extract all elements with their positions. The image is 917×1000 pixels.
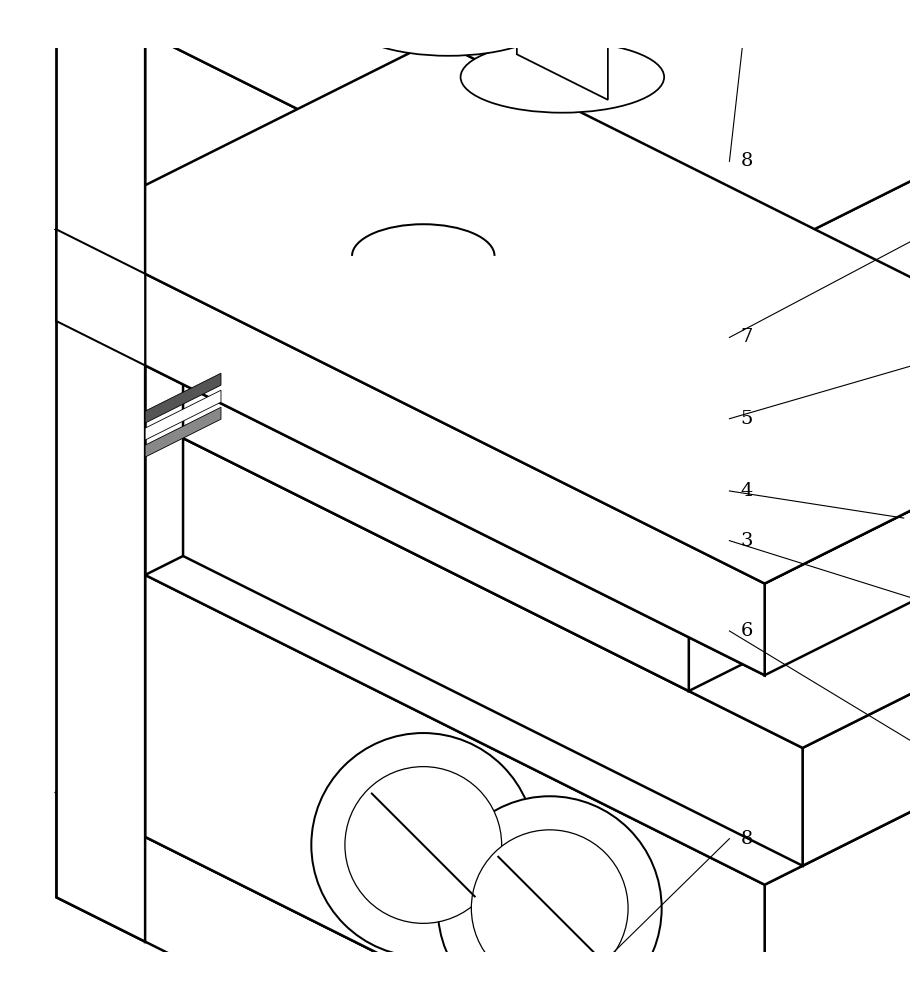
- Polygon shape: [765, 957, 917, 1000]
- Polygon shape: [145, 33, 676, 534]
- Polygon shape: [57, 603, 917, 1000]
- Polygon shape: [57, 0, 145, 942]
- Polygon shape: [57, 0, 145, 942]
- Polygon shape: [145, 575, 765, 1000]
- Polygon shape: [676, 109, 917, 534]
- Polygon shape: [145, 373, 221, 423]
- Polygon shape: [145, 407, 221, 457]
- Polygon shape: [517, 0, 608, 100]
- Polygon shape: [57, 793, 765, 1000]
- Text: 7: 7: [740, 328, 753, 346]
- Polygon shape: [183, 168, 917, 560]
- Polygon shape: [676, 344, 917, 592]
- Text: 4: 4: [740, 482, 753, 500]
- Polygon shape: [57, 230, 145, 365]
- Circle shape: [345, 767, 502, 923]
- Ellipse shape: [460, 41, 664, 113]
- Text: 6: 6: [740, 622, 753, 640]
- Text: 5: 5: [740, 410, 753, 428]
- Polygon shape: [57, 40, 917, 584]
- Polygon shape: [183, 267, 917, 748]
- Circle shape: [437, 796, 662, 1000]
- Polygon shape: [145, 0, 917, 298]
- Circle shape: [471, 830, 628, 987]
- Polygon shape: [145, 79, 917, 534]
- Polygon shape: [145, 0, 525, 942]
- Polygon shape: [145, 269, 676, 592]
- Ellipse shape: [347, 0, 550, 56]
- Polygon shape: [145, 385, 917, 885]
- Polygon shape: [765, 394, 917, 675]
- Polygon shape: [183, 307, 689, 691]
- Polygon shape: [403, 0, 494, 43]
- Polygon shape: [689, 421, 917, 691]
- Polygon shape: [57, 40, 917, 584]
- Text: 8: 8: [740, 830, 753, 848]
- Polygon shape: [57, 230, 765, 675]
- Polygon shape: [145, 390, 221, 440]
- Polygon shape: [183, 438, 802, 866]
- Text: 3: 3: [740, 532, 753, 550]
- Polygon shape: [802, 577, 917, 866]
- Polygon shape: [765, 695, 917, 1000]
- Polygon shape: [57, 230, 765, 675]
- Circle shape: [312, 733, 536, 957]
- Text: 8: 8: [740, 152, 753, 170]
